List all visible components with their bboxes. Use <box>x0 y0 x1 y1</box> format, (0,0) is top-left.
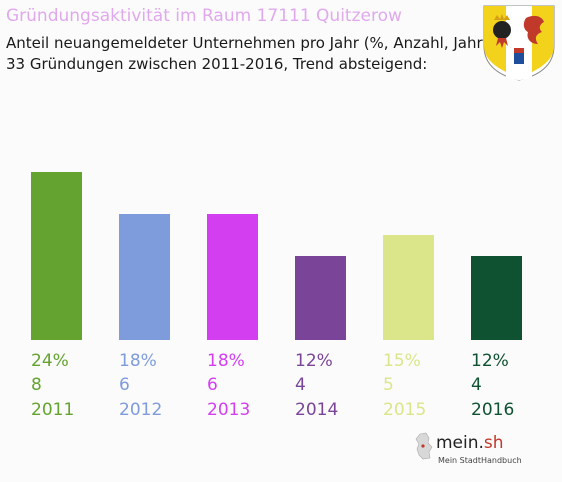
germany-map-icon <box>415 432 433 460</box>
logo-tagline: Mein StadtHandbuch <box>438 456 522 465</box>
year-label-2016: 2016 <box>471 400 514 420</box>
chart-title: Gründungsaktivität im Raum 17111 Quitzer… <box>6 6 402 26</box>
year-label-2012: 2012 <box>119 400 162 420</box>
count-label-2016: 4 <box>471 375 482 395</box>
bar-2015 <box>383 235 434 340</box>
logo-wordmark: mein.sh <box>436 433 504 453</box>
mein-sh-logo: mein.sh Mein StadtHandbuch <box>414 432 532 472</box>
coat-of-arms-icon <box>483 5 555 81</box>
bar-2014 <box>295 256 346 340</box>
bar-2011 <box>31 172 82 340</box>
chart-subtitle-line2: 33 Gründungen zwischen 2011-2016, Trend … <box>6 55 428 73</box>
year-label-2011: 2011 <box>31 400 74 420</box>
chart-subtitle-line1: Anteil neuangemeldeter Unternehmen pro J… <box>6 34 489 52</box>
percent-label-2012: 18% <box>119 351 157 371</box>
count-label-2011: 8 <box>31 375 42 395</box>
year-label-2013: 2013 <box>207 400 250 420</box>
bar-2012 <box>119 214 170 340</box>
percent-label-2014: 12% <box>295 351 333 371</box>
count-label-2015: 5 <box>383 375 394 395</box>
bar-2013 <box>207 214 258 340</box>
percent-label-2016: 12% <box>471 351 509 371</box>
bar-2016 <box>471 256 522 340</box>
percent-label-2013: 18% <box>207 351 245 371</box>
percent-label-2015: 15% <box>383 351 421 371</box>
year-label-2015: 2015 <box>383 400 426 420</box>
count-label-2014: 4 <box>295 375 306 395</box>
year-label-2014: 2014 <box>295 400 338 420</box>
percent-label-2011: 24% <box>31 351 69 371</box>
count-label-2013: 6 <box>207 375 218 395</box>
count-label-2012: 6 <box>119 375 130 395</box>
